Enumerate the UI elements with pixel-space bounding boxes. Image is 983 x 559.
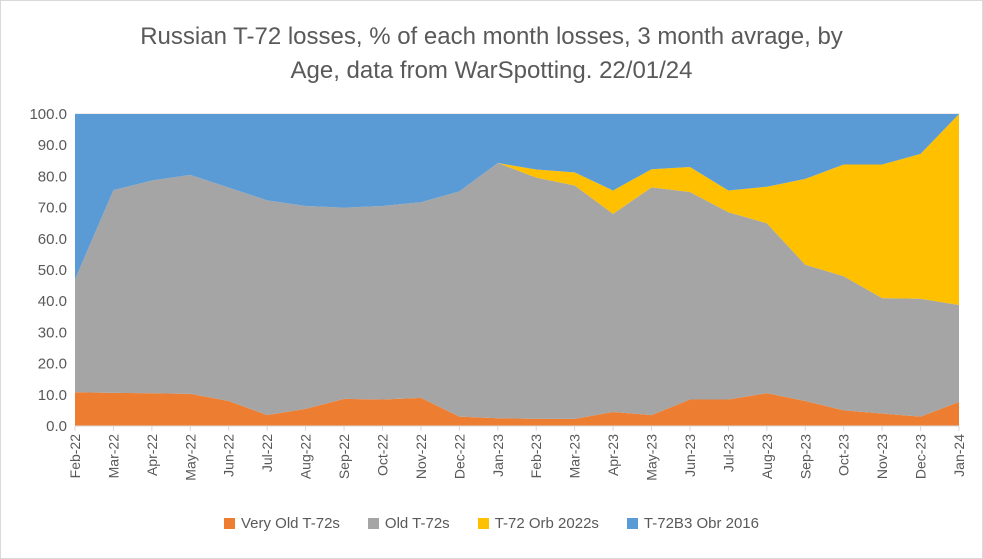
x-tick-label: May-22 <box>182 434 198 481</box>
x-tick-label: Nov-22 <box>413 434 429 479</box>
y-tick-label: 0.0 <box>46 418 67 435</box>
x-tick-label: Aug-23 <box>759 434 775 479</box>
x-tick-label: Feb-22 <box>67 434 83 479</box>
y-tick-label: 80.0 <box>38 168 67 185</box>
x-tick-label: Jan-24 <box>951 434 967 477</box>
legend-label: T-72 Orb 2022s <box>494 515 599 532</box>
x-tick-label: Aug-22 <box>298 434 314 479</box>
x-tick-label: Jun-23 <box>682 434 698 477</box>
y-tick-label: 50.0 <box>38 262 67 279</box>
x-tick-label: Mar-22 <box>105 434 121 479</box>
x-tick-label: Sep-23 <box>797 434 813 479</box>
legend-item-t-72-orb-2022s: T-72 Orb 2022s <box>477 515 599 532</box>
legend-item-very-old-t-72s: Very Old T-72s <box>223 515 340 532</box>
x-tick-label: Jan-23 <box>490 434 506 477</box>
x-tick-label: Jun-22 <box>221 434 237 477</box>
x-tick-label: May-23 <box>644 434 660 481</box>
x-tick-label: Nov-23 <box>874 434 890 479</box>
chart-title: Russian T-72 losses, % of each month los… <box>0 20 983 88</box>
y-tick-label: 100.0 <box>29 106 67 123</box>
area-series-very-old-t-72s <box>75 392 959 426</box>
legend-swatch <box>367 518 379 529</box>
chart-title-line-1: Russian T-72 losses, % of each month los… <box>140 23 843 50</box>
x-tick-label: Oct-22 <box>374 434 390 476</box>
legend-item-old-t-72s: Old T-72s <box>367 515 450 532</box>
area-series-t-72b3-obr-2016 <box>75 114 959 280</box>
area-series-old-t-72s <box>75 162 959 419</box>
legend-label: Old T-72s <box>384 515 450 532</box>
x-tick-label: Sep-22 <box>336 434 352 479</box>
chart-legend: Very Old T-72s Old T-72s T-72 Orb 2022s T-7… <box>0 515 983 532</box>
y-tick-label: 30.0 <box>38 324 67 341</box>
x-tick-label: Jul-23 <box>720 434 736 472</box>
legend-item-t-72b3-obr-2016: T-72B3 Obr 2016 <box>626 515 759 532</box>
y-tick-label: 70.0 <box>38 200 67 217</box>
x-tick-label: Feb-23 <box>528 434 544 479</box>
legend-swatch <box>223 518 235 529</box>
legend-label: T-72B3 Obr 2016 <box>643 515 759 532</box>
y-tick-label: 90.0 <box>38 137 67 154</box>
y-tick-label: 60.0 <box>38 231 67 248</box>
area-series-t-72-orb-2022s <box>75 114 959 305</box>
x-tick-label: Oct-23 <box>836 434 852 476</box>
y-tick-label: 20.0 <box>38 356 67 373</box>
x-tick-label: Dec-22 <box>451 434 467 479</box>
x-tick-label: Apr-22 <box>144 434 160 476</box>
x-tick-label: Dec-23 <box>913 434 929 479</box>
x-tick-label: Mar-23 <box>567 434 583 479</box>
x-tick-label: Apr-23 <box>605 434 621 476</box>
y-tick-label: 10.0 <box>38 387 67 404</box>
x-tick-label: Jul-22 <box>259 434 275 472</box>
legend-label: Very Old T-72s <box>240 515 340 532</box>
legend-swatch <box>626 518 638 529</box>
chart-title-line-2: Age, data from WarSpotting. 22/01/24 <box>290 57 693 84</box>
y-tick-label: 40.0 <box>38 293 67 310</box>
legend-swatch <box>477 518 489 529</box>
